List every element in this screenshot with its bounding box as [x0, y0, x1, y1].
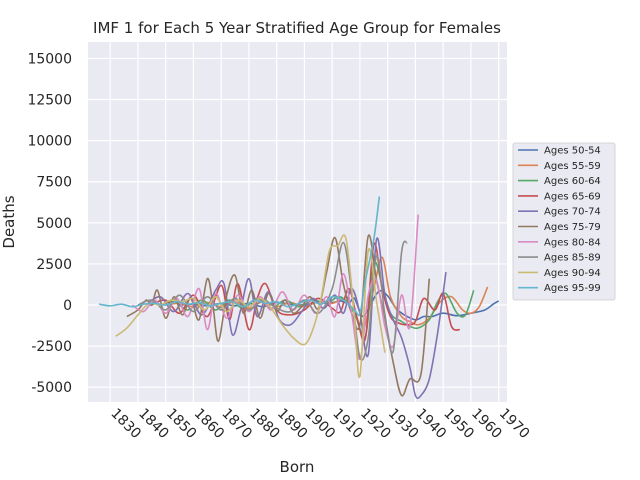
series-line-ages-65-69 — [151, 242, 461, 342]
legend: Ages 50-54 Ages 55-59 Ages 60-64 Ages 65-69… — [512, 142, 616, 301]
legend-label-ages-70-74: Ages 70-74 — [544, 207, 601, 218]
legend-label-ages-55-59: Ages 55-59 — [544, 161, 601, 172]
x-tick-label: 1890 — [274, 406, 311, 443]
legend-label-ages-60-64: Ages 60-64 — [544, 176, 601, 187]
series-lines — [98, 196, 500, 399]
legend-label-ages-50-54: Ages 50-54 — [544, 146, 601, 157]
y-tick-label: 10000 — [27, 134, 72, 150]
series-line-ages-95-99 — [98, 196, 381, 316]
y-tick-label: 5000 — [36, 216, 72, 232]
y-tick-label: 7500 — [36, 175, 72, 191]
x-tick-label: 1900 — [302, 406, 339, 443]
legend-label-ages-90-94: Ages 90-94 — [544, 268, 601, 279]
series-line-ages-80-84 — [131, 214, 420, 361]
x-tick-label: 1870 — [218, 406, 255, 443]
legend-label-ages-65-69: Ages 65-69 — [544, 191, 601, 202]
y-tick-label: -5000 — [31, 380, 72, 396]
x-tick-label: 1850 — [163, 406, 200, 443]
x-tick-label: 1840 — [135, 406, 172, 443]
x-tick-label: 1880 — [246, 406, 283, 443]
legend-label-ages-80-84: Ages 80-84 — [544, 237, 601, 248]
legend-label-ages-75-79: Ages 75-79 — [544, 222, 601, 233]
x-tick-label: 1930 — [385, 406, 422, 443]
legend-box — [512, 142, 616, 301]
y-tick-label: 15000 — [27, 51, 72, 67]
plot-background — [88, 42, 507, 402]
x-tick-labels: 1830184018501860187018801890190019101920… — [107, 406, 532, 443]
chart-title: IMF 1 for Each 5 Year Stratified Age Gro… — [93, 19, 501, 37]
y-axis-label: Deaths — [0, 195, 18, 248]
legend-label-ages-95-99: Ages 95-99 — [544, 283, 601, 294]
y-tick-label: 0 — [63, 298, 72, 314]
x-tick-label: 1910 — [329, 406, 366, 443]
y-tick-label: 2500 — [36, 257, 72, 273]
y-tick-label: -2500 — [31, 339, 72, 355]
x-tick-label: 1920 — [357, 406, 394, 443]
grid-lines — [88, 42, 507, 402]
series-line-ages-85-89 — [137, 240, 408, 361]
x-tick-label: 1960 — [468, 406, 505, 443]
x-tick-label: 1970 — [496, 406, 533, 443]
series-line-ages-90-94 — [115, 234, 386, 379]
legend-label-ages-85-89: Ages 85-89 — [544, 253, 601, 264]
x-tick-label: 1940 — [413, 406, 450, 443]
x-tick-label: 1830 — [107, 406, 144, 443]
x-axis-label: Born — [280, 458, 315, 476]
x-tick-label: 1950 — [440, 406, 477, 443]
series-line-ages-70-74 — [145, 237, 447, 399]
y-tick-labels: -5000 -2500 0 2500 5000 7500 10000 12500 15000 — [27, 51, 72, 396]
x-tick-label: 1860 — [191, 406, 228, 443]
y-tick-label: 12500 — [27, 93, 72, 109]
